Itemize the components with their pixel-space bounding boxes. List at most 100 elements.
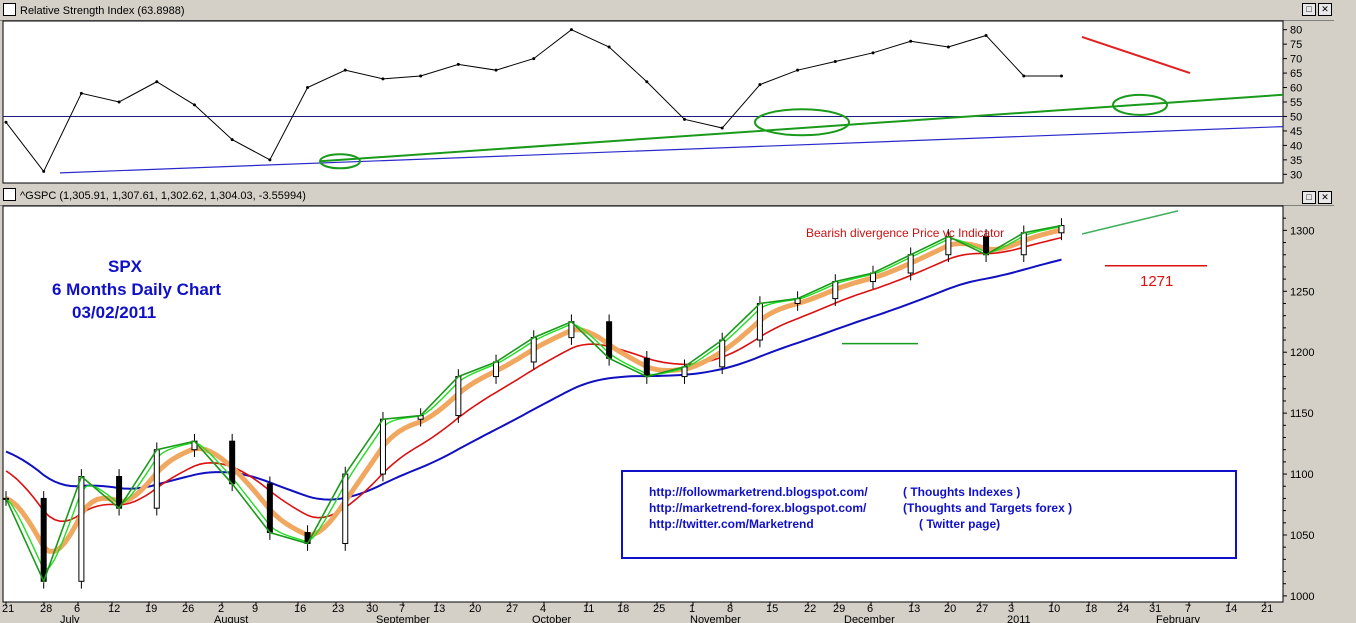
- rsi-highlight-ellipse: [319, 153, 361, 170]
- price-tick-label: 1200: [1290, 347, 1314, 359]
- price-candle-body: [643, 357, 650, 378]
- x-month-label: 2011: [1007, 614, 1031, 623]
- x-day-label: 28: [40, 603, 52, 615]
- rsi-tick-label: 65: [1290, 68, 1302, 80]
- rsi-point: [381, 77, 385, 81]
- x-month-label: October: [532, 614, 571, 623]
- link-url[interactable]: http://followmarketrend.blogspot.com/: [649, 485, 868, 499]
- rsi-plot-area: [2, 20, 1284, 184]
- rsi-point: [645, 80, 649, 84]
- rsi-pane-header: Relative Strength Index (63.8988): [0, 3, 1334, 21]
- x-month-label: September: [376, 614, 430, 623]
- rsi-tick-label: 70: [1290, 54, 1302, 66]
- rsi-series-line: [5, 29, 1062, 173]
- price-candle-body: [493, 361, 500, 378]
- rsi-point: [117, 100, 121, 104]
- rsi-tick-label: 30: [1290, 169, 1302, 181]
- rsi-point: [230, 138, 234, 142]
- chart-window-icon: [3, 3, 16, 16]
- rsi-tick-label: 55: [1290, 97, 1302, 109]
- rsi-point: [569, 28, 573, 32]
- link-desc: (Thoughts and Targets forex ): [903, 501, 1073, 515]
- x-day-label: 26: [182, 603, 194, 615]
- x-day-label: 6: [867, 603, 873, 615]
- link-url[interactable]: http://twitter.com/Marketrend: [649, 517, 814, 531]
- rsi-point: [720, 126, 724, 130]
- rsi-point: [306, 86, 310, 90]
- rsi-highlight-ellipse: [1112, 93, 1168, 116]
- rsi-y-axis: 80 75 70 65 60 55 50 45 40 35 30: [1283, 25, 1302, 181]
- price-candle-body: [832, 281, 839, 300]
- x-month-label: December: [844, 614, 895, 623]
- price-close-button[interactable]: ✕: [1318, 191, 1332, 204]
- link-url[interactable]: http://marketrend-forex.blogspot.com/: [649, 501, 867, 515]
- rsi-point: [343, 68, 347, 72]
- links-box: http://followmarketrend.blogspot.com/ ( T…: [621, 470, 1237, 559]
- x-day-label: 7: [399, 603, 405, 615]
- price-candle-body: [40, 497, 47, 582]
- rsi-point: [833, 60, 837, 63]
- rsi-point: [984, 33, 988, 37]
- rsi-tick-label: 60: [1290, 83, 1302, 95]
- price-tick-label: 1100: [1290, 469, 1314, 481]
- rsi-point: [607, 45, 611, 49]
- price-candle-body: [907, 254, 914, 274]
- x-day-label: 20: [944, 603, 956, 615]
- x-day-label: 27: [506, 603, 518, 615]
- rsi-tick-label: 80: [1290, 25, 1302, 37]
- rsi-restore-button[interactable]: □: [1302, 3, 1316, 16]
- x-day-label: 24: [1117, 603, 1129, 615]
- price-candle-body: [379, 418, 386, 475]
- x-day-label: 19: [145, 603, 157, 615]
- x-day-label: 6: [74, 603, 80, 615]
- spx-label: SPX: [108, 257, 143, 276]
- x-day-label: 21: [1261, 603, 1273, 615]
- x-day-label: 14: [1225, 603, 1237, 615]
- rsi-pane-title: Relative Strength Index (63.8988): [20, 5, 185, 17]
- price-tick-label: 1050: [1290, 530, 1314, 542]
- x-day-label: 10: [1048, 603, 1060, 615]
- price-tick-label: 1300: [1290, 225, 1314, 237]
- price-candle-body: [1020, 232, 1027, 256]
- rsi-point: [4, 120, 8, 124]
- rsi-point: [419, 74, 423, 78]
- link-row: http://twitter.com/Marketrend ( Twitter p…: [649, 517, 1000, 531]
- rsi-green-trendline: [319, 93, 1284, 163]
- x-day-label: 20: [469, 603, 481, 615]
- rsi-point: [79, 91, 83, 95]
- x-day-label: 4: [540, 603, 546, 615]
- rsi-point: [683, 117, 687, 121]
- rsi-point: [758, 83, 762, 87]
- price-candle-body: [229, 440, 236, 485]
- divergence-label: Bearish divergence Price vc Indicator: [806, 226, 1005, 240]
- x-axis: 21 28 6 12 19 26 2 9 16 23 30 7 13 20 27 4 11 18 25 1 8 15 22 2…: [2, 602, 1273, 623]
- rsi-point: [909, 39, 913, 43]
- rsi-point: [946, 45, 950, 49]
- rsi-tick-label: 40: [1290, 140, 1302, 152]
- price-candle-body: [568, 321, 575, 339]
- rsi-close-button[interactable]: ✕: [1318, 3, 1332, 16]
- rsi-tick-label: 75: [1290, 39, 1302, 51]
- price-candle-body: [417, 415, 424, 420]
- link-row: http://followmarketrend.blogspot.com/ ( T…: [649, 485, 1020, 499]
- price-tick-label: 1250: [1290, 286, 1314, 298]
- rsi-point: [871, 51, 875, 55]
- price-pane-title: ^GSPC (1,305.91, 1,307.61, 1,302.62, 1,3…: [20, 190, 306, 202]
- x-day-label: 2: [218, 603, 224, 615]
- rsi-resistance-trendline: [1081, 35, 1191, 75]
- price-candle-body: [794, 298, 801, 304]
- x-day-label: 27: [976, 603, 988, 615]
- x-day-label: 8: [727, 603, 733, 615]
- rsi-tick-label: 50: [1290, 111, 1302, 123]
- x-day-label: 29: [833, 603, 845, 615]
- x-day-label: 15: [766, 603, 778, 615]
- price-restore-button[interactable]: □: [1302, 191, 1316, 204]
- x-day-label: 22: [804, 603, 816, 615]
- price-candle-body: [304, 532, 311, 545]
- x-day-label: 18: [1085, 603, 1097, 615]
- rsi-point: [494, 68, 498, 72]
- link-row: http://marketrend-forex.blogspot.com/ (Th…: [649, 501, 1072, 515]
- price-tick-label: 1000: [1290, 591, 1314, 603]
- rsi-point: [1022, 74, 1026, 78]
- rsi-point: [42, 169, 46, 173]
